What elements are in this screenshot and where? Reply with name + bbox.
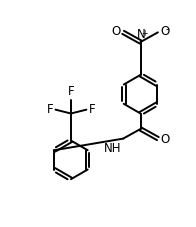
Text: F: F — [68, 85, 74, 99]
Text: NH: NH — [104, 141, 121, 155]
Text: F: F — [46, 103, 53, 116]
Text: +: + — [142, 29, 148, 38]
Text: F: F — [89, 103, 95, 116]
Text: O: O — [160, 25, 170, 38]
Text: -: - — [166, 25, 169, 35]
Text: N: N — [137, 28, 145, 41]
Text: O: O — [161, 133, 170, 146]
Text: O: O — [112, 25, 121, 38]
